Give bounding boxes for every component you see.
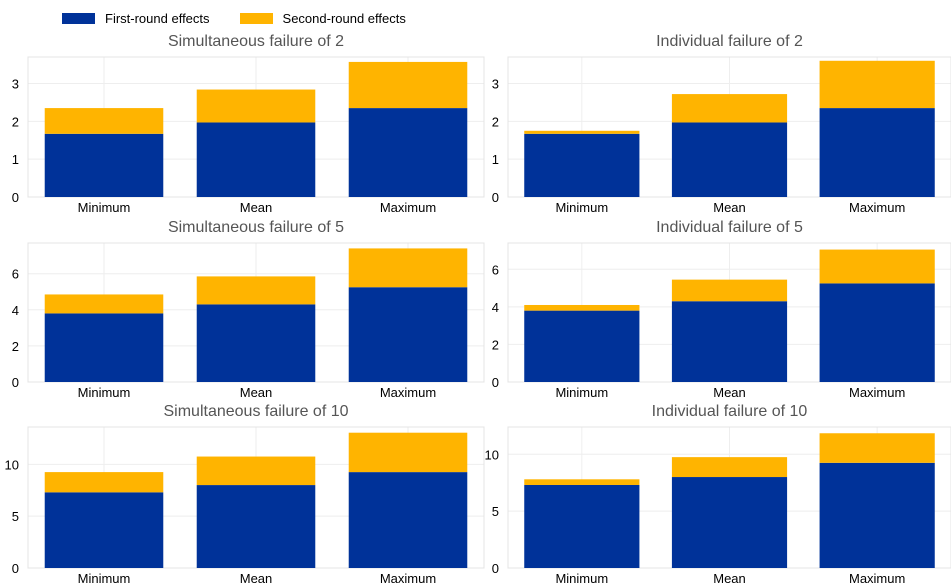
- bar-second-round-effects-minimum: [524, 304, 640, 311]
- y-tick-label: 5: [492, 504, 499, 519]
- bar-first-round-effects-maximum: [348, 287, 468, 382]
- chart-panel-5: 0 5 10 Minimum Mean Maximum Simultaneous failu…: [5, 403, 485, 586]
- panel-title: Simultaneous failure of 5: [168, 219, 344, 236]
- bar-second-round-effects-maximum: [819, 249, 935, 284]
- y-tick-label: 4: [492, 300, 499, 315]
- x-tick-label-minimum: Minimum: [555, 571, 608, 586]
- y-tick-label: 0: [12, 561, 19, 576]
- bar-first-round-effects-minimum: [524, 310, 640, 382]
- bar-first-round-effects-minimum: [44, 492, 164, 568]
- bar-second-round-effects-minimum: [44, 108, 164, 134]
- bar-second-round-effects-minimum: [44, 294, 164, 314]
- y-tick-label: 3: [12, 76, 19, 91]
- panel-title: Individual failure of 5: [656, 219, 803, 236]
- panel-title: Simultaneous failure of 10: [164, 403, 349, 420]
- x-tick-label-mean: Mean: [713, 200, 746, 215]
- y-tick-label: 4: [12, 303, 19, 318]
- x-tick-label-minimum: Minimum: [78, 571, 131, 586]
- x-tick-label-mean: Mean: [240, 200, 273, 215]
- bar-second-round-effects-maximum: [819, 60, 935, 109]
- bar-second-round-effects-maximum: [348, 248, 468, 288]
- y-tick-label: 2: [12, 114, 19, 129]
- y-tick-label: 5: [12, 509, 19, 524]
- bar-first-round-effects-mean: [671, 122, 788, 197]
- chart-panel-6: 0 5 10 Minimum Mean Maximum Individual failure…: [485, 403, 951, 586]
- y-tick-label: 1: [12, 152, 19, 167]
- x-tick-label-maximum: Maximum: [380, 385, 436, 400]
- y-tick-label: 1: [492, 152, 499, 167]
- x-tick-label-mean: Mean: [240, 571, 273, 586]
- x-tick-label-minimum: Minimum: [78, 385, 131, 400]
- legend: First-round effects Second-round effects: [62, 8, 436, 28]
- chart-panel-1: 0 1 2 3 Minimum Mean Maximum Simultaneous failu…: [12, 33, 485, 215]
- bar-first-round-effects-maximum: [819, 108, 935, 197]
- bar-second-round-effects-mean: [196, 276, 316, 305]
- chart-panel-4: 0 2 4 6 Minimum Mean Maximum Individual failure…: [492, 219, 951, 400]
- x-tick-label-maximum: Maximum: [380, 200, 436, 215]
- bar-first-round-effects-minimum: [524, 133, 640, 197]
- bar-first-round-effects-maximum: [348, 472, 468, 568]
- legend-label-first-round: First-round effects: [105, 10, 210, 26]
- bar-first-round-effects-mean: [196, 485, 316, 568]
- bar-first-round-effects-maximum: [819, 283, 935, 382]
- chart-panel-2: 0 1 2 3 Minimum Mean Maximum Individual failure…: [492, 33, 951, 215]
- y-tick-label: 10: [485, 447, 499, 462]
- x-tick-label-maximum: Maximum: [849, 385, 905, 400]
- bar-second-round-effects-minimum: [44, 472, 164, 493]
- bar-second-round-effects-mean: [196, 456, 316, 486]
- bar-second-round-effects-minimum: [524, 479, 640, 485]
- bar-first-round-effects-mean: [671, 477, 788, 568]
- y-tick-label: 3: [492, 76, 499, 91]
- panel-title: Individual failure of 2: [656, 33, 803, 50]
- bar-second-round-effects-mean: [671, 94, 788, 123]
- y-tick-label: 2: [492, 114, 499, 129]
- panel-title: Simultaneous failure of 2: [168, 33, 344, 50]
- y-tick-label: 6: [12, 267, 19, 282]
- panel-title: Individual failure of 10: [652, 403, 808, 420]
- bar-first-round-effects-mean: [196, 122, 316, 197]
- y-tick-label: 2: [492, 337, 499, 352]
- x-tick-label-maximum: Maximum: [849, 200, 905, 215]
- bar-second-round-effects-maximum: [348, 61, 468, 109]
- x-tick-label-minimum: Minimum: [555, 385, 608, 400]
- bar-first-round-effects-maximum: [348, 108, 468, 197]
- x-tick-label-mean: Mean: [240, 385, 273, 400]
- legend-label-second-round: Second-round effects: [282, 10, 406, 26]
- chart-panel-3: 0 2 4 6 Minimum Mean Maximum Simultaneous failu…: [12, 219, 485, 400]
- y-tick-label: 0: [492, 190, 499, 205]
- bar-first-round-effects-mean: [671, 301, 788, 382]
- bar-first-round-effects-minimum: [524, 484, 640, 568]
- y-tick-label: 6: [492, 262, 499, 277]
- legend-swatch-first-round: [62, 12, 95, 24]
- bar-first-round-effects-maximum: [819, 462, 935, 568]
- y-tick-label: 0: [492, 375, 499, 390]
- x-tick-label-mean: Mean: [713, 571, 746, 586]
- y-tick-label: 2: [12, 339, 19, 354]
- y-tick-label: 0: [12, 375, 19, 390]
- legend-swatch-second-round: [239, 12, 273, 24]
- x-tick-label-maximum: Maximum: [849, 571, 905, 586]
- bar-second-round-effects-maximum: [819, 433, 935, 463]
- bar-second-round-effects-mean: [671, 457, 788, 478]
- legend-item-second-round: Second-round effects: [239, 10, 406, 26]
- x-tick-label-minimum: Minimum: [555, 200, 608, 215]
- x-tick-label-mean: Mean: [713, 385, 746, 400]
- bar-second-round-effects-minimum: [524, 130, 640, 134]
- bar-second-round-effects-mean: [671, 279, 788, 302]
- bar-first-round-effects-minimum: [44, 133, 164, 197]
- y-tick-label: 0: [12, 190, 19, 205]
- y-tick-label: 0: [492, 561, 499, 576]
- y-tick-label: 10: [5, 457, 19, 472]
- bar-second-round-effects-mean: [196, 89, 316, 123]
- legend-item-first-round: First-round effects: [62, 11, 210, 26]
- x-tick-label-maximum: Maximum: [380, 571, 436, 586]
- bar-first-round-effects-mean: [196, 304, 316, 382]
- x-tick-label-minimum: Minimum: [78, 200, 131, 215]
- bar-first-round-effects-minimum: [44, 313, 164, 382]
- bar-second-round-effects-maximum: [348, 432, 468, 473]
